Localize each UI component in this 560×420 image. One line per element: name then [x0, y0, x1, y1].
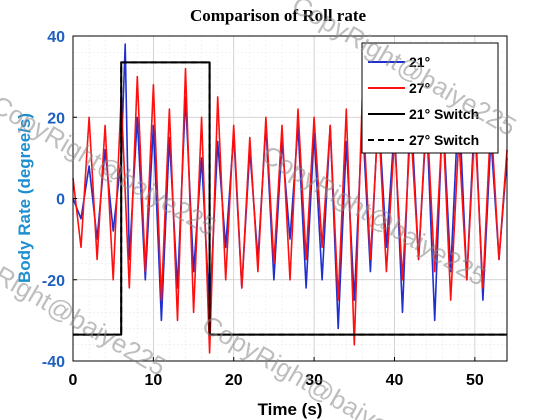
y-tick-label: -20	[42, 273, 65, 290]
y-tick-label: 20	[47, 110, 65, 127]
x-tick-label: 10	[144, 372, 162, 389]
y-tick-label: 40	[47, 29, 65, 46]
ticks: 0 10 20 30 40 50 40 20 0 -20 -40	[42, 29, 484, 389]
legend-label: 27°	[409, 80, 430, 96]
legend-label: 21°	[409, 54, 430, 70]
y-tick-label: -40	[42, 354, 65, 371]
legend-label: 27° Switch	[409, 132, 479, 148]
x-axis-label: Time (s)	[258, 400, 323, 419]
x-tick-label: 50	[466, 372, 484, 389]
x-tick-label: 40	[386, 372, 404, 389]
y-tick-label: 0	[56, 192, 65, 209]
x-tick-label: 0	[69, 372, 78, 389]
legend-label: 21° Switch	[409, 106, 479, 122]
chart-title: Comparison of Roll rate	[190, 6, 367, 25]
series-line-27	[72, 67, 508, 354]
plot-lines	[72, 43, 508, 354]
legend: 21° 27° 21° Switch 27° Switch	[361, 42, 499, 154]
series-line-27-switch	[73, 61, 507, 336]
x-tick-label: 30	[305, 372, 323, 389]
x-tick-label: 20	[225, 372, 243, 389]
y-axis-label: Body Rate (degree/s)	[15, 113, 34, 283]
